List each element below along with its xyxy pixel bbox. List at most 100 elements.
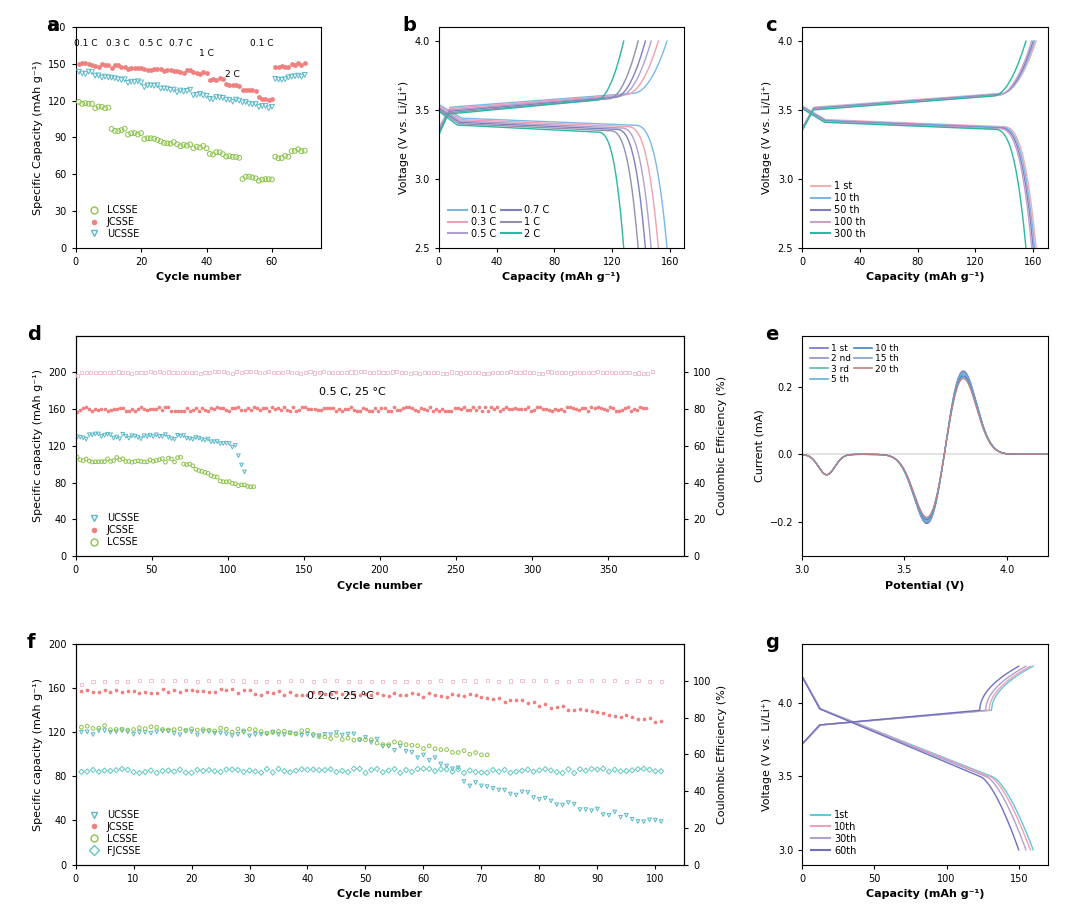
Point: [630, 673, 647, 688]
Point: [635, 366, 652, 380]
Point: [143, 78, 160, 93]
Point: [583, 703, 600, 718]
Point: [77, 56, 94, 71]
Point: [113, 685, 131, 700]
Point: [583, 804, 600, 818]
Point: [293, 723, 310, 738]
Point: [86, 101, 104, 116]
Point: [260, 365, 278, 379]
Point: [267, 72, 284, 86]
Point: [201, 92, 218, 106]
Point: [293, 728, 310, 743]
Point: [192, 366, 210, 380]
Point: [234, 172, 252, 187]
Point: [501, 402, 518, 417]
Text: b: b: [402, 16, 416, 35]
Point: [183, 722, 200, 736]
Point: [244, 97, 261, 112]
Text: 0.2 C, 25 °C: 0.2 C, 25 °C: [308, 692, 375, 702]
Point: [305, 727, 322, 742]
Point: [125, 723, 143, 737]
Point: [392, 739, 409, 753]
Point: [102, 428, 119, 442]
Point: [406, 365, 423, 379]
Point: [334, 687, 351, 702]
Point: [420, 674, 437, 689]
Point: [293, 366, 310, 380]
Point: [109, 124, 126, 138]
Point: [200, 466, 217, 480]
Point: [464, 400, 482, 415]
Point: [606, 804, 623, 819]
Point: [282, 404, 299, 419]
Point: [530, 763, 548, 777]
Point: [102, 684, 119, 699]
Point: [457, 365, 474, 379]
Point: [356, 687, 374, 702]
Point: [136, 684, 153, 699]
Point: [194, 684, 212, 699]
Point: [127, 366, 145, 380]
Point: [247, 84, 265, 98]
Point: [133, 61, 150, 76]
Point: [267, 59, 284, 74]
Point: [305, 763, 322, 777]
Point: [552, 401, 570, 416]
Point: [380, 737, 397, 752]
Point: [585, 400, 603, 415]
Point: [287, 687, 305, 702]
Point: [270, 151, 287, 166]
Point: [230, 449, 247, 463]
Point: [112, 60, 130, 75]
Point: [79, 764, 96, 779]
Point: [138, 402, 156, 417]
Point: [542, 794, 559, 808]
Point: [93, 430, 110, 444]
Point: [490, 691, 508, 705]
Point: [172, 450, 189, 465]
Point: [351, 733, 368, 747]
Point: [193, 400, 211, 415]
Point: [473, 747, 490, 762]
Point: [351, 762, 368, 776]
X-axis label: Cycle number: Cycle number: [156, 272, 241, 282]
Point: [215, 474, 232, 489]
Point: [310, 365, 327, 379]
Point: [328, 673, 346, 688]
Point: [640, 711, 658, 725]
Point: [293, 144, 310, 158]
Point: [102, 723, 119, 737]
Point: [461, 763, 478, 778]
Point: [78, 432, 95, 447]
Point: [165, 83, 183, 97]
Point: [143, 720, 160, 734]
Point: [306, 366, 323, 380]
Point: [178, 84, 195, 98]
Point: [111, 400, 129, 415]
Point: [148, 765, 165, 780]
Text: 0.1 C: 0.1 C: [73, 39, 97, 48]
Point: [154, 763, 172, 778]
Point: [589, 704, 606, 719]
Point: [316, 673, 334, 688]
Point: [550, 402, 567, 417]
Point: [549, 797, 566, 812]
Point: [555, 404, 572, 419]
Point: [257, 92, 274, 106]
Point: [90, 723, 107, 738]
Point: [402, 366, 419, 380]
Text: 0.5 C: 0.5 C: [139, 39, 163, 48]
Point: [217, 149, 234, 164]
Point: [293, 688, 310, 703]
Point: [328, 764, 346, 779]
Point: [455, 399, 472, 414]
Point: [137, 366, 154, 380]
Point: [70, 95, 87, 109]
Point: [431, 404, 448, 419]
Point: [165, 726, 183, 741]
Point: [264, 99, 281, 114]
Point: [265, 366, 282, 380]
Point: [235, 725, 253, 740]
Point: [68, 405, 85, 420]
Point: [552, 365, 570, 379]
